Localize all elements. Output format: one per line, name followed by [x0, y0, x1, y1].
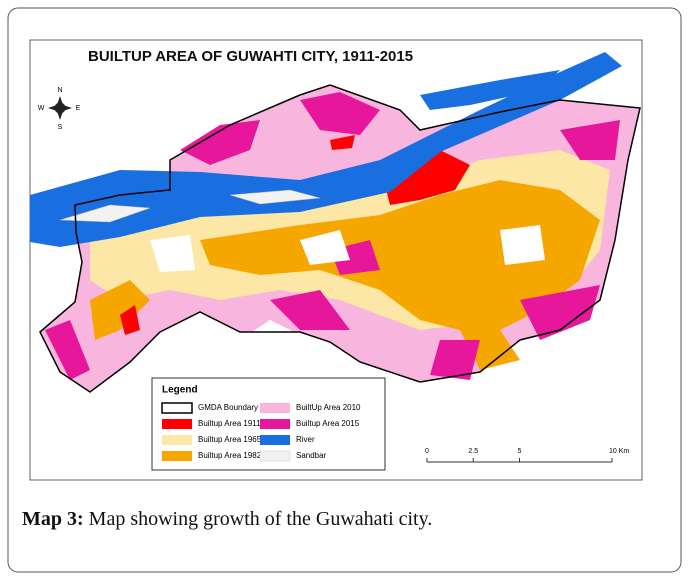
legend-title: Legend: [162, 385, 198, 396]
area-2015: [560, 120, 620, 160]
map-title: BUILTUP AREA OF GUWAHTI CITY, 1911-2015: [88, 48, 413, 65]
vacant-land: [240, 320, 300, 350]
legend-label: BuiltUp Area 2010: [296, 403, 361, 412]
legend-swatch: [260, 435, 290, 445]
map-layers: [30, 52, 641, 393]
legend-label: River: [296, 435, 315, 444]
area-2015: [270, 290, 350, 330]
area-1911: [120, 305, 140, 335]
river: [30, 52, 622, 247]
area-1982: [90, 280, 150, 340]
legend-swatch: [260, 419, 290, 429]
legend-label: Builtup Area 2015: [296, 419, 360, 428]
legend-label: Builtup Area 1911: [198, 419, 261, 428]
legend-swatch: [162, 451, 192, 461]
area-2015: [45, 320, 90, 380]
legend-swatch: [162, 435, 192, 445]
area-2015: [520, 285, 600, 340]
river: [420, 70, 560, 110]
gmda-boundary: [39, 84, 641, 393]
scale-label: 10 Km: [609, 448, 629, 455]
area-1911: [330, 135, 355, 150]
legend-swatch: [161, 402, 193, 414]
legend-label: Builtup Area 1965: [198, 435, 262, 444]
scale-label: 0: [425, 448, 429, 455]
scale-label: 5: [518, 448, 522, 455]
legend-label: Sandbar: [296, 451, 327, 460]
legend-swatch: [260, 403, 290, 413]
legend: Legend GMDA Boundary Builtup Area 1911 Bui…: [151, 377, 386, 471]
sandbar: [59, 204, 151, 223]
scale-bar: 0 2.5 5 10 Km: [425, 448, 629, 463]
legend-swatch: [259, 450, 291, 462]
legend-label: Builtup Area 1982: [198, 451, 262, 460]
caption: Map 3: Map showing growth of the Guwahat…: [22, 508, 432, 531]
area-2015: [300, 92, 380, 135]
scale-label: 2.5: [468, 448, 478, 455]
caption-label: Map 3:: [22, 508, 84, 530]
legend-label: GMDA Boundary: [198, 403, 258, 412]
compass-needle: [48, 104, 72, 112]
compass-s: S: [58, 124, 63, 131]
caption-text: Map showing growth of the Guwahati city.: [88, 508, 433, 530]
vacant-land: [500, 225, 545, 265]
compass-n: N: [57, 87, 62, 94]
area-2015: [180, 120, 260, 165]
compass: N S E W: [38, 87, 81, 131]
compass-w: W: [38, 105, 45, 112]
area-1982: [200, 180, 600, 370]
sandbar: [229, 189, 321, 205]
vacant-land: [150, 235, 195, 272]
compass-ring: [54, 102, 66, 114]
area-2015: [430, 340, 480, 380]
legend-swatch: [162, 419, 192, 429]
vacant-land: [300, 230, 350, 265]
compass-e: E: [76, 105, 81, 112]
